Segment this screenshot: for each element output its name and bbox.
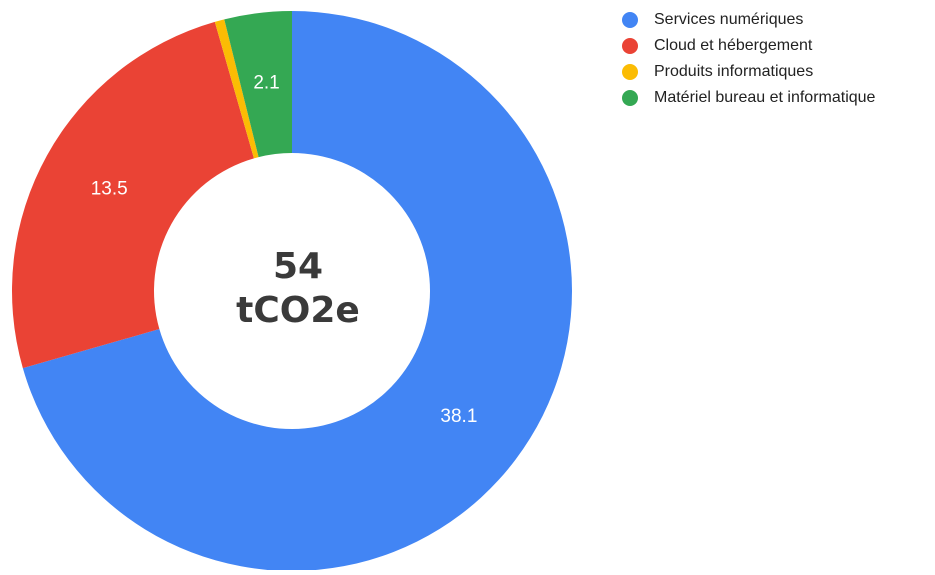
legend-swatch — [622, 90, 638, 106]
legend-swatch — [622, 38, 638, 54]
legend-text: Produits informatiques — [654, 63, 813, 80]
center-total: 54 — [273, 246, 323, 287]
legend-swatch — [622, 64, 638, 80]
donut-slice — [12, 21, 254, 369]
slice-label: 2.1 — [253, 73, 279, 94]
legend-text: Services numériques — [654, 11, 803, 28]
donut-slice — [22, 11, 573, 571]
donut-slice — [214, 19, 259, 159]
legend-text: Matériel bureau et informatique — [654, 89, 876, 106]
legend-text: Cloud et hébergement — [654, 37, 813, 54]
donut-slice — [224, 11, 292, 158]
center-unit: tCO2e — [236, 290, 360, 331]
legend-swatch — [622, 12, 638, 28]
slice-label: 13.5 — [91, 179, 128, 200]
slice-label: 38.1 — [440, 406, 477, 427]
